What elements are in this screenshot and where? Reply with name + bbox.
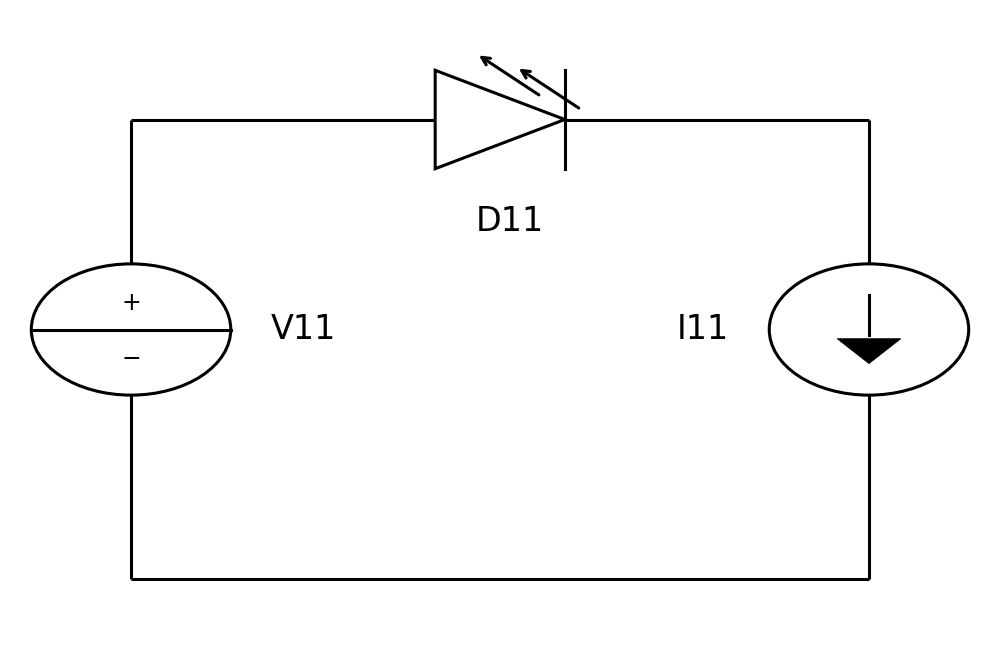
Text: V11: V11 (271, 313, 336, 346)
Text: −: − (121, 347, 141, 371)
Text: D11: D11 (476, 205, 544, 238)
Polygon shape (837, 339, 901, 364)
Text: I11: I11 (677, 313, 729, 346)
Text: +: + (121, 291, 141, 315)
